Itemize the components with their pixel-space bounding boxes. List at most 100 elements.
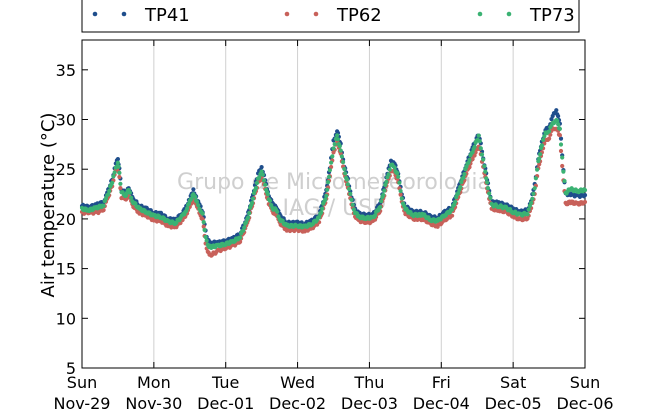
data-point xyxy=(238,235,243,240)
data-point xyxy=(560,155,565,160)
data-point xyxy=(254,180,260,186)
data-point xyxy=(560,163,565,169)
x-tick-day: Wed xyxy=(280,373,315,392)
data-point xyxy=(317,215,322,220)
data-point xyxy=(453,199,458,204)
data-point xyxy=(556,122,561,127)
y-tick-label: 35 xyxy=(56,61,76,80)
data-point xyxy=(476,133,481,138)
y-tick-label: 25 xyxy=(56,160,76,179)
data-point xyxy=(386,172,391,177)
data-point xyxy=(112,170,117,175)
data-point xyxy=(345,182,350,187)
data-point xyxy=(332,142,337,147)
data-point xyxy=(326,174,332,179)
data-point xyxy=(555,118,560,123)
data-point xyxy=(461,175,466,180)
data-point xyxy=(194,199,200,204)
data-point xyxy=(329,160,334,165)
data-point xyxy=(326,180,331,185)
x-tick-day: Mon xyxy=(137,373,171,392)
data-point xyxy=(351,207,356,212)
data-point xyxy=(485,186,491,191)
data-point xyxy=(241,228,246,233)
data-point xyxy=(263,182,268,187)
data-point xyxy=(101,208,106,213)
data-point xyxy=(275,209,280,214)
data-point xyxy=(485,180,490,185)
data-point xyxy=(111,174,116,179)
data-point xyxy=(530,196,535,201)
legend-item-tp62: TP62 xyxy=(284,5,382,26)
data-point xyxy=(547,129,552,134)
data-point xyxy=(541,137,546,142)
x-tick-date: Dec-02 xyxy=(269,394,326,409)
data-point xyxy=(200,211,205,216)
data-point xyxy=(467,165,472,170)
data-point xyxy=(526,207,531,212)
data-point xyxy=(547,136,552,141)
data-point xyxy=(115,157,120,162)
data-point xyxy=(525,212,530,217)
data-point xyxy=(196,203,201,208)
data-point xyxy=(399,196,404,201)
y-axis: 5 10 15 20 25 30 35 xyxy=(56,61,585,378)
data-point xyxy=(482,164,487,169)
data-point xyxy=(329,164,334,170)
data-point xyxy=(467,157,472,162)
legend-item-tp41: TP41 xyxy=(92,5,190,26)
data-point xyxy=(118,181,123,186)
data-point xyxy=(260,172,265,177)
data-point xyxy=(381,192,386,198)
data-point xyxy=(330,154,335,159)
data-point xyxy=(201,224,206,229)
legend-item-tp73: TP73 xyxy=(477,5,575,26)
data-point xyxy=(558,136,564,141)
data-point xyxy=(202,227,207,233)
gridlines xyxy=(153,40,514,368)
data-point xyxy=(533,176,539,181)
data-point xyxy=(191,187,196,192)
data-point xyxy=(473,150,478,155)
data-point xyxy=(531,191,536,196)
data-point xyxy=(561,169,566,174)
data-point xyxy=(459,180,464,185)
x-axis: Sun Nov-29 Mon Nov-30 Tue Dec-01 Wed Dec-02 Thu D… xyxy=(54,40,614,409)
data-point xyxy=(532,186,537,191)
data-point xyxy=(324,193,329,198)
data-point xyxy=(335,133,340,138)
data-point xyxy=(542,134,547,139)
legend-marker xyxy=(506,11,512,17)
data-point xyxy=(558,148,564,154)
x-tick-day: Fri xyxy=(432,373,451,392)
x-tick-day: Sun xyxy=(570,373,600,392)
x-tick-date: Dec-01 xyxy=(197,394,254,409)
legend-marker xyxy=(92,11,98,17)
data-point xyxy=(203,234,208,240)
data-point xyxy=(323,197,328,202)
series-tp73 xyxy=(79,118,588,250)
data-point xyxy=(398,192,403,197)
x-tick-date: Dec-06 xyxy=(556,394,613,409)
data-point xyxy=(339,154,344,159)
y-axis-label: Air temperature (°C) xyxy=(38,113,59,298)
data-point xyxy=(327,168,332,173)
data-point xyxy=(538,152,543,157)
x-tick-day: Tue xyxy=(211,373,239,392)
data-point xyxy=(348,191,353,196)
data-point xyxy=(488,195,493,200)
data-point xyxy=(479,152,485,157)
data-point xyxy=(253,185,259,190)
data-point xyxy=(398,188,403,194)
legend-marker xyxy=(284,11,290,17)
data-point xyxy=(349,197,354,202)
data-point xyxy=(450,213,455,218)
data-point xyxy=(247,211,252,216)
data-point xyxy=(341,160,346,165)
data-point xyxy=(397,180,402,185)
data-point xyxy=(110,180,115,185)
data-point xyxy=(342,166,347,172)
data-point xyxy=(478,146,483,151)
data-point xyxy=(344,177,350,182)
data-point xyxy=(529,200,534,205)
